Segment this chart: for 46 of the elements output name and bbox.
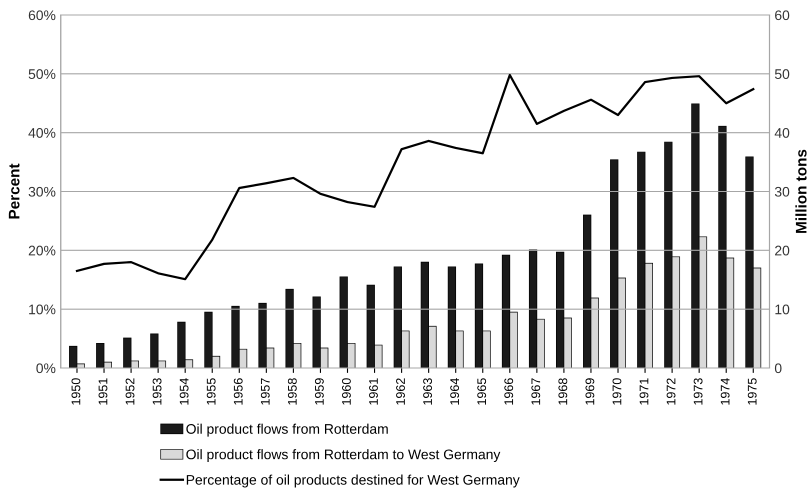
y2-tick-label: 40 [774, 128, 790, 138]
y2-tick-label: 50 [774, 69, 790, 80]
y-tick-label: 0% [36, 363, 56, 374]
y-tick-label: 20% [28, 246, 56, 256]
x-tick-label: 1964 [450, 378, 460, 405]
x-tick-label: 1956 [234, 378, 243, 405]
x-tick-label: 1966 [504, 378, 514, 405]
x-tick-label: 1950 [71, 378, 80, 405]
y-tick-label: 50% [28, 69, 56, 80]
x-tick-label: 1958 [288, 378, 297, 405]
x-tick-label: 1967 [531, 378, 540, 405]
x-tick-label: 1957 [260, 378, 270, 405]
x-tick-label: 1973 [694, 378, 703, 405]
y-tick-label: 40% [28, 128, 56, 138]
x-tick-label: 1972 [666, 378, 676, 405]
legend-label: Oil product flows from Rotterdam to West Germany [186, 449, 500, 462]
x-tick-label: 1952 [126, 378, 134, 405]
y2-tick-label: 30 [774, 186, 790, 197]
x-tick-label: 1955 [206, 378, 216, 405]
y-tick-label: 30% [28, 186, 56, 197]
x-tick-label: 1963 [423, 378, 432, 405]
y2-tick-label: 0 [774, 363, 782, 374]
x-tick-label: 1960 [342, 378, 351, 405]
y2-tick-label: 20 [775, 246, 790, 256]
x-tick-label: 1953 [152, 378, 162, 405]
y-tick-label: 10% [29, 304, 56, 314]
y2-axis-title: Million tons [795, 150, 807, 233]
x-tick-label: 1962 [396, 378, 405, 405]
y-axis-title: Percent [8, 164, 20, 218]
x-tick-label: 1968 [558, 378, 568, 405]
legend-label: Percentage of oil products destined for West Germany [186, 474, 520, 488]
x-tick-label: 1969 [585, 378, 594, 405]
line-series [76, 74, 754, 280]
x-tick-label: 1965 [477, 378, 486, 405]
y2-tick-label: 60 [775, 10, 790, 20]
legend-label: Oil product flows from Rotterdam [186, 424, 388, 437]
x-tick-label: 1971 [640, 378, 648, 405]
x-tick-label: 1974 [720, 378, 730, 405]
x-tick-label: 1954 [180, 378, 189, 405]
x-tick-label: 1951 [98, 378, 108, 405]
x-tick-label: 1970 [612, 378, 622, 405]
y2-tick-label: 10 [775, 304, 790, 314]
x-tick-label: 1975 [748, 378, 757, 405]
x-tick-label: 1959 [314, 378, 324, 405]
y-tick-label: 60% [28, 10, 56, 20]
x-tick-label: 1961 [369, 378, 378, 405]
